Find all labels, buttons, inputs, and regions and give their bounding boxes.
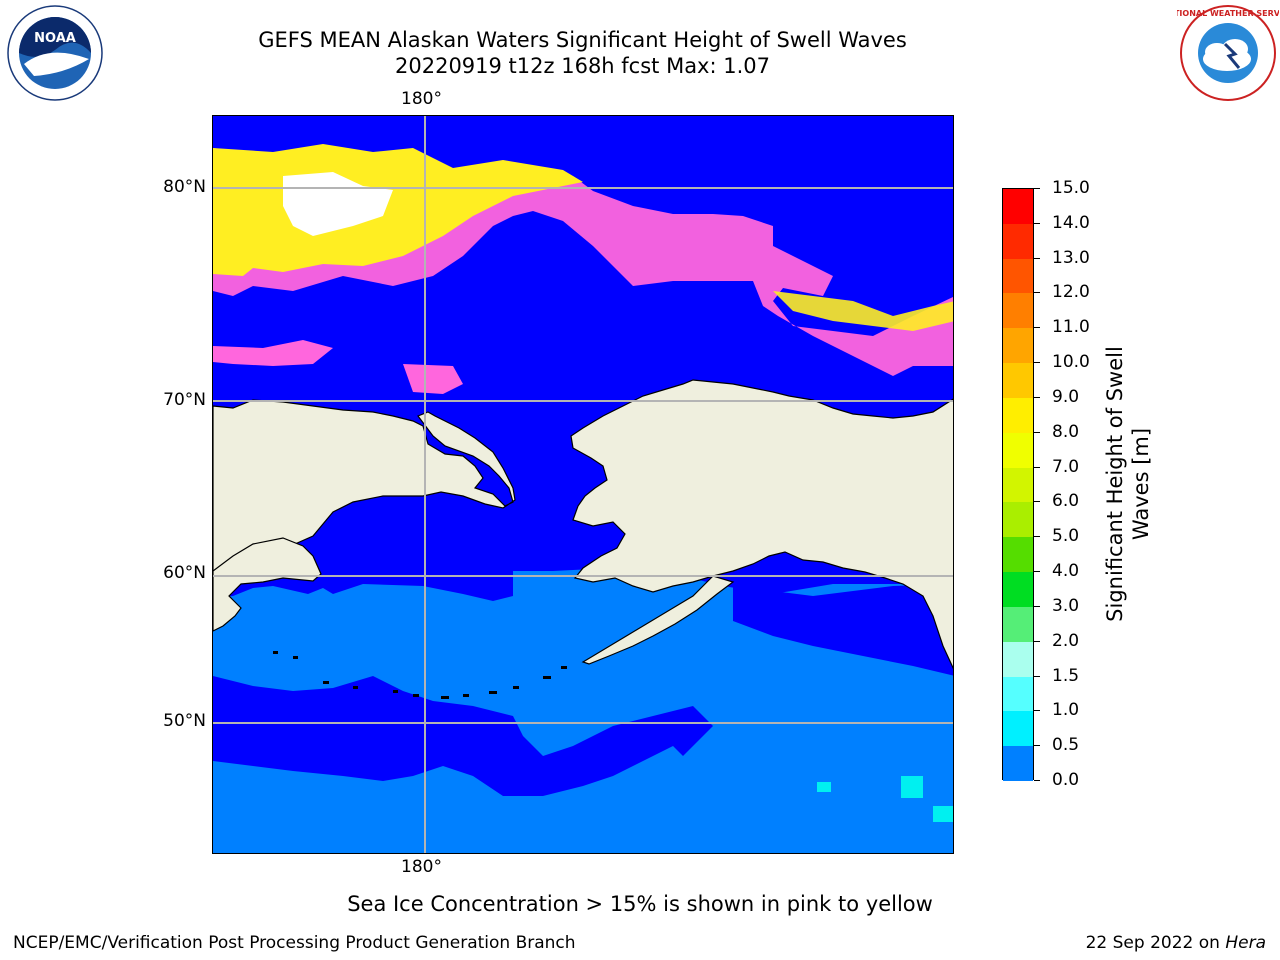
colorbar-tick bbox=[1034, 571, 1040, 573]
sea-ice-coast bbox=[403, 364, 463, 394]
sea-ice-yellow-east bbox=[773, 291, 953, 331]
colorbar-segment bbox=[1003, 641, 1033, 678]
top-longitude-label: 180° bbox=[401, 89, 442, 109]
colorbar-segment bbox=[1003, 397, 1033, 434]
lat-label-80n: 80°N bbox=[163, 177, 206, 197]
sea-ice-note: Sea Ice Concentration > 15% is shown in … bbox=[347, 892, 933, 916]
colorbar-segment bbox=[1003, 676, 1033, 712]
nws-logo: NATIONAL WEATHER SERVICE bbox=[1177, 5, 1279, 101]
footer-date-text: 22 Sep 2022 on bbox=[1085, 933, 1226, 953]
ocean-cyan-patches bbox=[817, 776, 953, 822]
colorbar-tick bbox=[1034, 675, 1040, 677]
lat-label-50n: 50°N bbox=[163, 711, 206, 731]
colorbar-tick-label: 5.0 bbox=[1052, 526, 1080, 547]
colorbar-tick bbox=[1034, 431, 1040, 433]
colorbar bbox=[1002, 188, 1034, 782]
colorbar-segment bbox=[1003, 467, 1033, 503]
colorbar-tick-label: 7.0 bbox=[1052, 456, 1080, 477]
colorbar-tick bbox=[1034, 501, 1040, 503]
colorbar-tick bbox=[1034, 466, 1040, 468]
colorbar-label: Significant Height of Swell Waves [m] bbox=[1102, 324, 1154, 644]
colorbar-tick bbox=[1034, 257, 1040, 259]
colorbar-tick bbox=[1034, 292, 1040, 294]
footer-date: 22 Sep 2022 on Hera bbox=[1086, 932, 1266, 954]
colorbar-tick-label: 1.0 bbox=[1052, 700, 1080, 721]
sea-ice-strip-lower bbox=[213, 340, 333, 366]
chart-subtitle: 20220919 t12z 168h fcst Max: 1.07 bbox=[395, 54, 770, 78]
map-canvas bbox=[213, 116, 953, 853]
lat-label-60n: 60°N bbox=[163, 563, 206, 583]
colorbar-tick bbox=[1034, 745, 1040, 747]
colorbar-segment bbox=[1003, 328, 1033, 364]
lat-label-70n: 70°N bbox=[163, 390, 206, 410]
colorbar-segment bbox=[1003, 572, 1033, 608]
colorbar-tick-label: 11.0 bbox=[1052, 317, 1090, 338]
noaa-logo-text: NOAA bbox=[34, 31, 76, 46]
colorbar-tick bbox=[1034, 780, 1040, 781]
colorbar-segment bbox=[1003, 746, 1033, 782]
graticule bbox=[213, 116, 953, 853]
colorbar-tick bbox=[1034, 536, 1040, 538]
colorbar-tick-label: 9.0 bbox=[1052, 386, 1080, 407]
land-alaska-peninsula bbox=[581, 575, 735, 665]
bottom-longitude-label: 180° bbox=[401, 857, 442, 877]
colorbar-segment bbox=[1003, 363, 1033, 399]
colorbar-tick bbox=[1034, 327, 1040, 329]
colorbar-segment bbox=[1003, 189, 1033, 225]
colorbar-tick-label: 0.0 bbox=[1052, 770, 1080, 790]
ocean-low-south bbox=[213, 676, 713, 796]
footer-host: Hera bbox=[1225, 933, 1266, 953]
colorbar-tick bbox=[1034, 362, 1040, 364]
colorbar-tick-label: 2.0 bbox=[1052, 630, 1080, 651]
nws-logo-text: NATIONAL WEATHER SERVICE bbox=[1177, 9, 1279, 18]
colorbar-segment bbox=[1003, 537, 1033, 573]
colorbar-segment bbox=[1003, 293, 1033, 329]
colorbar-label-line1: Significant Height of Swell bbox=[1103, 346, 1127, 622]
colorbar-tick bbox=[1034, 188, 1040, 189]
colorbar-tick-label: 13.0 bbox=[1052, 247, 1090, 268]
land-alaska bbox=[570, 379, 953, 670]
colorbar-segment bbox=[1003, 606, 1033, 643]
colorbar-tick-label: 6.0 bbox=[1052, 491, 1080, 512]
colorbar-label-line2: Waves [m] bbox=[1129, 427, 1153, 541]
footer-credit: NCEP/EMC/Verification Post Processing Pr… bbox=[13, 933, 576, 953]
colorbar-segment bbox=[1003, 711, 1033, 747]
colorbar-segment bbox=[1003, 223, 1033, 260]
colorbar-tick-label: 0.5 bbox=[1052, 735, 1080, 756]
land-siberia bbox=[213, 399, 516, 572]
aleutian-islands bbox=[273, 651, 567, 699]
colorbar-tick bbox=[1034, 710, 1040, 712]
chart-title: GEFS MEAN Alaskan Waters Significant Hei… bbox=[258, 28, 907, 52]
colorbar-tick-label: 4.0 bbox=[1052, 561, 1080, 582]
colorbar-tick bbox=[1034, 605, 1040, 607]
colorbar-tick-label: 10.0 bbox=[1052, 352, 1090, 373]
noaa-logo: NOAA bbox=[7, 5, 103, 101]
land-kamchatka bbox=[213, 537, 322, 632]
colorbar-segment bbox=[1003, 258, 1033, 294]
colorbar-tick bbox=[1034, 222, 1040, 224]
colorbar-tick-label: 12.0 bbox=[1052, 282, 1090, 303]
colorbar-tick-label: 1.5 bbox=[1052, 665, 1080, 686]
colorbar-segment bbox=[1003, 502, 1033, 538]
colorbar-tick-label: 14.0 bbox=[1052, 212, 1090, 233]
colorbar-tick-label: 3.0 bbox=[1052, 595, 1080, 616]
map-panel bbox=[212, 115, 954, 854]
ocean-low-gulf bbox=[733, 584, 953, 676]
colorbar-tick-label: 15.0 bbox=[1052, 178, 1090, 198]
colorbar-segment bbox=[1003, 432, 1033, 469]
colorbar-tick-label: 8.0 bbox=[1052, 421, 1080, 442]
colorbar-tick bbox=[1034, 396, 1040, 398]
colorbar-tick bbox=[1034, 640, 1040, 642]
